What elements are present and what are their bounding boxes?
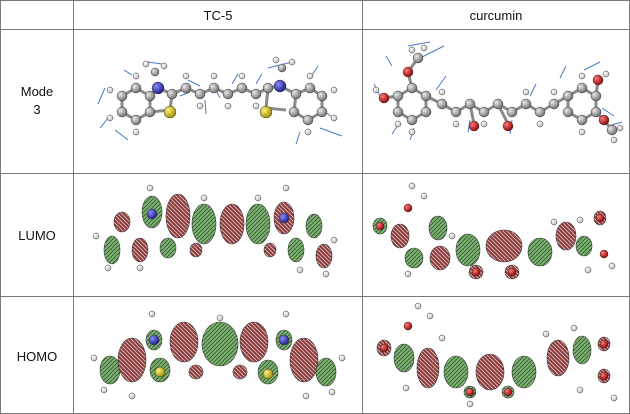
row-label-mode3-line2: 3: [33, 102, 40, 117]
curcumin-homo-orbital-image: [376, 302, 618, 408]
tc5-lumo-orbital-image: [92, 184, 338, 278]
row-label-homo: HOMO: [17, 349, 57, 364]
tc5-homo-orbital-image: [90, 310, 346, 400]
row-label-mode3-line1: Mode: [21, 84, 54, 99]
curcumin-mode3-vibration-image: [372, 41, 624, 144]
tc5-mode3-vibration-image: [97, 56, 343, 145]
row-label-lumo: LUMO: [18, 228, 56, 243]
column-header-curcumin: curcumin: [470, 8, 523, 23]
column-header-tc5: TC-5: [204, 8, 233, 23]
curcumin-lumo-orbital-image: [372, 182, 616, 280]
